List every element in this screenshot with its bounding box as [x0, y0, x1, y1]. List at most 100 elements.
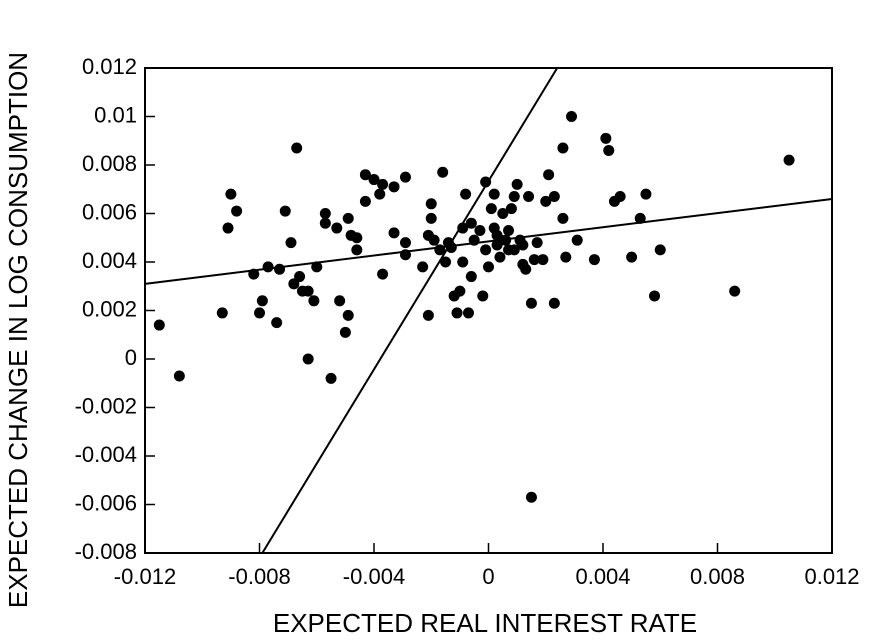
fit-line — [261, 67, 559, 554]
scatter-point — [216, 307, 228, 319]
y-tick-label: -0.004 — [75, 442, 137, 467]
scatter-point — [311, 261, 323, 273]
y-tick-label: 0.012 — [82, 54, 137, 79]
scatter-point — [494, 251, 506, 263]
scatter-point — [483, 261, 494, 273]
scatter-point — [557, 212, 569, 224]
scatter-point — [319, 217, 331, 229]
scatter-point — [368, 174, 380, 186]
scatter-point — [462, 307, 474, 319]
scatter-point — [640, 188, 652, 200]
scatter-point — [505, 203, 517, 215]
scatter-point — [560, 251, 572, 263]
scatter-point — [388, 227, 400, 239]
y-tick-label: 0 — [125, 345, 137, 370]
scatter-point — [279, 205, 291, 217]
scatter-point — [634, 212, 646, 224]
x-tick-label: -0.012 — [114, 564, 176, 589]
scatter-point — [474, 224, 486, 236]
scatter-point — [540, 195, 552, 207]
scatter-point — [425, 198, 437, 210]
scatter-point — [543, 169, 555, 181]
scatter-point — [497, 208, 509, 219]
scatter-point — [359, 169, 371, 181]
x-tick-label: 0.012 — [804, 564, 859, 589]
plot-frame — [144, 67, 833, 554]
scatter-point — [302, 285, 314, 297]
scatter-point — [425, 212, 437, 224]
x-tick-label: 0.004 — [575, 564, 630, 589]
scatter-point — [626, 251, 638, 263]
scatter-point — [457, 222, 469, 234]
scatter-point — [528, 254, 540, 266]
scatter-point — [454, 285, 466, 297]
y-tick-label: 0.004 — [82, 248, 137, 273]
scatter-point — [374, 188, 386, 200]
y-tick-label: -0.008 — [75, 539, 137, 564]
scatter-point — [460, 188, 472, 200]
scatter-point — [291, 142, 303, 154]
y-tick-label: 0.008 — [82, 151, 137, 176]
scatter-point — [525, 297, 537, 309]
scatter-point — [351, 232, 363, 244]
scatter-point — [445, 241, 457, 253]
scatter-point — [557, 142, 569, 154]
scatter-point — [331, 222, 343, 234]
scatter-point — [399, 237, 411, 249]
y-tick-label: -0.002 — [75, 393, 137, 418]
scatter-point — [465, 217, 477, 229]
scatter-point — [523, 191, 535, 203]
scatter-point — [614, 191, 626, 203]
scatter-point — [254, 307, 265, 319]
scatter-point — [480, 176, 492, 188]
scatter-point — [600, 132, 612, 144]
y-tick-label: 0.006 — [82, 199, 137, 224]
scatter-point — [294, 271, 306, 283]
scatter-point — [248, 268, 260, 280]
scatter-point — [225, 188, 237, 200]
scatter-point — [548, 297, 560, 309]
scatter-point — [588, 254, 600, 266]
x-tick-label: 0 — [482, 564, 494, 589]
scatter-point — [399, 249, 411, 261]
scatter-point — [339, 326, 351, 338]
scatter-point — [440, 256, 452, 268]
y-axis-title: EXPECTED CHANGE IN LOG CONSUMPTION — [3, 52, 33, 608]
scatter-point — [508, 191, 520, 203]
scatter-point — [480, 244, 492, 256]
scatter-point — [388, 181, 400, 193]
scatter-point — [377, 268, 389, 280]
scatter-point — [222, 222, 234, 234]
scatter-point — [603, 144, 615, 156]
scatter-point — [457, 256, 469, 268]
scatter-point — [302, 353, 314, 365]
scatter-point — [342, 309, 354, 321]
scatter-point — [256, 295, 268, 307]
scatter-point — [434, 244, 446, 256]
scatter-point — [517, 239, 529, 251]
scatter-point — [531, 237, 543, 249]
scatter-point — [422, 309, 434, 321]
y-tick-label: 0.01 — [94, 102, 137, 127]
scatter-point — [465, 271, 477, 283]
x-tick-label: -0.004 — [343, 564, 405, 589]
scatter-point — [548, 191, 560, 203]
scatter-point — [308, 295, 320, 307]
scatter-point — [525, 491, 537, 503]
scatter-point — [319, 208, 331, 219]
scatter-point — [271, 317, 283, 329]
scatter-point — [262, 261, 274, 273]
scatter-point — [351, 244, 363, 256]
scatter-point — [511, 178, 523, 190]
scatter-point — [359, 195, 371, 207]
scatter-point — [334, 295, 346, 307]
x-tick-label: -0.008 — [228, 564, 290, 589]
scatter-point — [566, 111, 578, 122]
scatter-point — [485, 203, 497, 215]
x-tick-label: 0.008 — [690, 564, 745, 589]
y-tick-label: -0.006 — [75, 490, 137, 515]
scatter-point — [500, 234, 512, 246]
scatter-point — [173, 370, 185, 382]
fit-line — [144, 197, 833, 285]
